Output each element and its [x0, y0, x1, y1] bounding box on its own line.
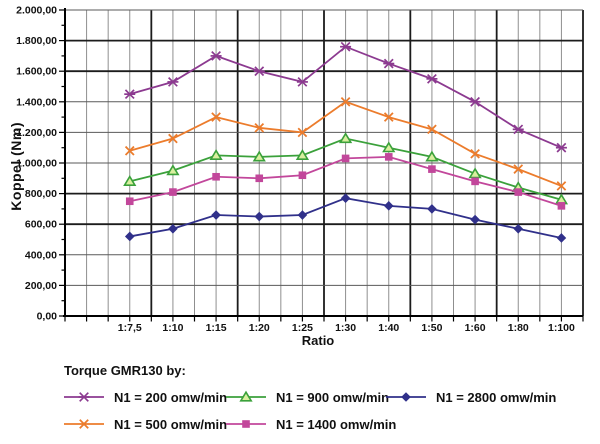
chart-canvas: 0,00 200,00 400,00 600,00 800,00 1.000,00 1.20…	[16, 5, 584, 334]
svg-text:200,00: 200,00	[25, 280, 57, 292]
legend-item-label: N1 = 2800 omw/min	[436, 389, 557, 405]
svg-text:1.000,00: 1.000,00	[16, 158, 57, 170]
y-axis-title: Koppel (Nm)	[8, 122, 24, 211]
series-1	[124, 41, 567, 153]
svg-text:1:80: 1:80	[508, 322, 529, 334]
y-axis-ticks	[59, 9, 65, 317]
series-5	[124, 193, 567, 243]
square-marker-icon	[226, 420, 266, 428]
x-axis-title: Ratio	[301, 333, 335, 348]
svg-text:1:60: 1:60	[465, 322, 486, 334]
svg-text:1:10: 1:10	[162, 322, 183, 334]
y-tick-labels: 0,00 200,00 400,00 600,00 800,00 1.000,00 1.20…	[16, 5, 57, 323]
legend-item-1: N1 = 200 omw/min	[64, 388, 227, 406]
svg-text:1:40: 1:40	[378, 322, 399, 334]
series-4	[125, 153, 566, 210]
svg-text:1:7,5: 1:7,5	[118, 322, 142, 334]
horizontal-gridlines	[65, 9, 583, 286]
svg-text:800,00: 800,00	[25, 188, 57, 200]
legend-item-label: N1 = 1400 omw/min	[276, 416, 397, 432]
legend-item-label: N1 = 200 omw/min	[114, 389, 228, 405]
svg-text:1.600,00: 1.600,00	[16, 66, 57, 78]
svg-text:1:20: 1:20	[249, 322, 270, 334]
legend-title: Torque GMR130 by:	[64, 363, 186, 378]
svg-text:1:15: 1:15	[206, 322, 227, 334]
legend-item-4: N1 = 1400 omw/min	[226, 415, 396, 433]
diamond-marker-icon	[386, 392, 426, 402]
legend-item-3: N1 = 900 omw/min	[226, 388, 389, 406]
series-3	[123, 132, 569, 205]
x-tick-labels: 1:7,5 1:10 1:15 1:20 1:25 1:30 1:40 1:50 1:60 1:8…	[118, 322, 575, 334]
svg-text:1:30: 1:30	[335, 322, 356, 334]
svg-text:600,00: 600,00	[25, 219, 57, 231]
svg-text:1.400,00: 1.400,00	[16, 96, 57, 108]
x-marker-icon	[64, 419, 104, 429]
legend-item-label: N1 = 900 omw/min	[276, 389, 390, 405]
svg-text:1:25: 1:25	[292, 322, 313, 334]
svg-text:1:50: 1:50	[421, 322, 442, 334]
svg-text:1.800,00: 1.800,00	[16, 35, 57, 47]
svg-text:1:100: 1:100	[548, 322, 575, 334]
svg-text:2.000,00: 2.000,00	[16, 5, 57, 17]
legend-item-label: N1 = 500 omw/min	[114, 416, 228, 432]
triangle-marker-icon	[226, 390, 266, 402]
x-axis-ticks	[64, 316, 584, 322]
legend-item-2: N1 = 500 omw/min	[64, 415, 227, 433]
star-marker-icon	[64, 392, 104, 402]
series-2	[124, 96, 567, 191]
legend-item-5: N1 = 2800 omw/min	[386, 388, 556, 406]
axes	[63, 8, 583, 317]
svg-text:0,00: 0,00	[37, 311, 58, 323]
svg-text:1.200,00: 1.200,00	[16, 127, 57, 139]
svg-text:400,00: 400,00	[25, 249, 57, 261]
